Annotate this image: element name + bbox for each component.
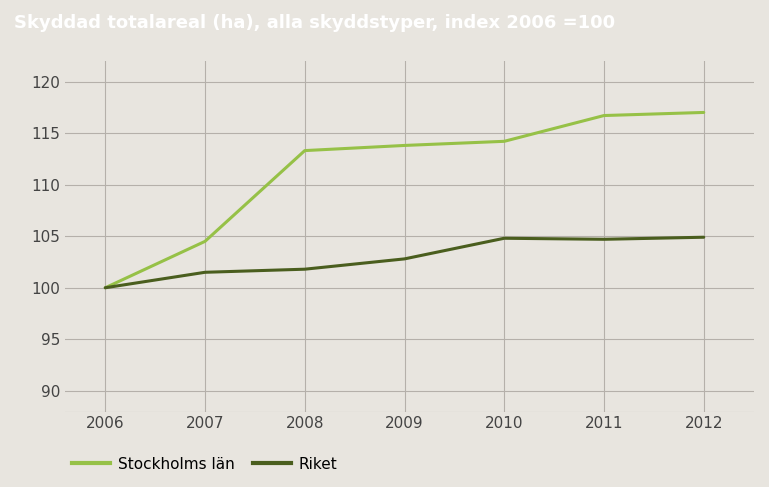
Text: Skyddad totalareal (ha), alla skyddstyper, index 2006 =100: Skyddad totalareal (ha), alla skyddstype… <box>14 14 615 32</box>
Legend: Stockholms län, Riket: Stockholms län, Riket <box>66 450 344 478</box>
